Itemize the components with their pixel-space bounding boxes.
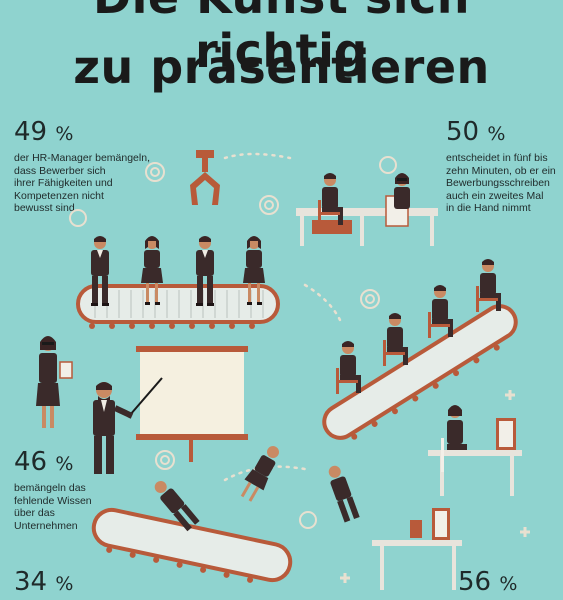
computer-monitor-icon bbox=[372, 508, 462, 590]
businesswoman-icon bbox=[240, 446, 279, 502]
stat-56: 56 % bbox=[458, 567, 518, 597]
conveyor-belt-icon bbox=[322, 304, 518, 440]
computer-monitor-icon bbox=[428, 418, 522, 496]
businessman-icon bbox=[318, 173, 343, 226]
stat-49: 49 % der HR-Manager bemängeln, dass Bewer… bbox=[14, 118, 164, 215]
stat-50-value: 50 bbox=[446, 117, 480, 147]
stat-56-value: 56 bbox=[458, 567, 492, 597]
conveyor-belt-icon bbox=[91, 507, 293, 583]
stat-50: 50 % entscheidet in fünf bis zehn Minuten… bbox=[446, 118, 563, 215]
stat-34-value: 34 bbox=[14, 567, 48, 597]
target-ring-icon bbox=[69, 156, 397, 529]
businesswoman-icon bbox=[336, 341, 361, 394]
businesswoman-icon bbox=[428, 285, 453, 338]
businessman-icon bbox=[93, 382, 134, 474]
businessman-icon bbox=[476, 259, 501, 312]
businesswoman-icon bbox=[441, 405, 467, 472]
title-line-2: zu präsentieren bbox=[73, 40, 490, 94]
stat-46-text: bemängeln das fehlende Wissen über das Unte… bbox=[14, 482, 92, 532]
stat-46-value: 46 bbox=[14, 447, 48, 477]
stat-50-text: entscheidet in fünf bis zehn Minuten, ob … bbox=[446, 152, 556, 214]
stat-49-text: der HR-Manager bemängeln, dass Bewerber s… bbox=[14, 152, 150, 214]
presentation-board-icon bbox=[129, 346, 248, 462]
stat-34: 34 % bbox=[14, 567, 74, 597]
businessman-icon bbox=[154, 481, 200, 532]
businessman-icon bbox=[328, 465, 360, 523]
businesswoman-icon bbox=[36, 336, 73, 428]
businessman-icon bbox=[383, 313, 408, 366]
title-line-1: Die Kunst sich richtig bbox=[93, 0, 470, 78]
stat-46: 46 % bemängeln das fehlende Wissen über da… bbox=[14, 448, 114, 532]
claw-icon bbox=[190, 150, 220, 205]
desk-icon bbox=[296, 195, 438, 246]
businesswoman-icon bbox=[394, 173, 410, 209]
stat-49-value: 49 bbox=[14, 117, 48, 147]
